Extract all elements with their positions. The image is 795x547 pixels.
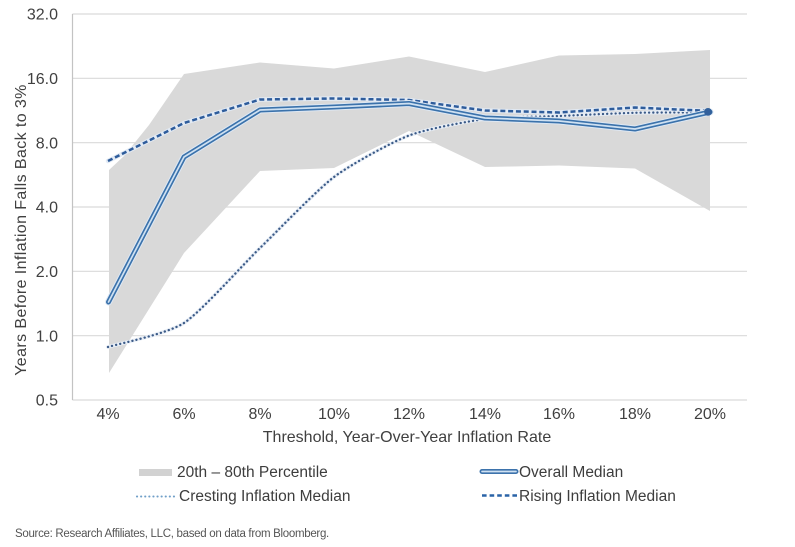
svg-text:8%: 8% xyxy=(248,406,271,423)
svg-text:4.0: 4.0 xyxy=(36,200,58,217)
svg-text:10%: 10% xyxy=(318,406,350,423)
svg-text:20%: 20% xyxy=(694,406,726,423)
svg-text:Years Before Inflation Falls: Years Before Inflation Falls Back to 3% xyxy=(13,84,30,376)
svg-text:14%: 14% xyxy=(469,406,501,423)
svg-text:Overall Median: Overall Median xyxy=(519,464,623,481)
svg-text:16%: 16% xyxy=(543,406,575,423)
svg-text:Source: Research Affiliates, L: Source: Research Affiliates, LLC, based … xyxy=(15,528,329,540)
svg-text:2.0: 2.0 xyxy=(36,264,58,281)
svg-text:6%: 6% xyxy=(172,406,195,423)
svg-text:12%: 12% xyxy=(393,406,425,423)
svg-text:Cresting Inflation Median: Cresting Inflation Median xyxy=(179,488,350,505)
svg-text:8.0: 8.0 xyxy=(36,135,58,152)
svg-text:4%: 4% xyxy=(96,406,119,423)
svg-text:Threshold, Year-Over-Year In: Threshold, Year-Over-Year Inflation Rate xyxy=(263,429,552,446)
svg-text:1.0: 1.0 xyxy=(36,328,58,345)
svg-text:0.5: 0.5 xyxy=(36,393,58,410)
svg-text:16.0: 16.0 xyxy=(27,71,58,88)
svg-text:20th – 80th Percentile: 20th – 80th Percentile xyxy=(177,464,328,481)
svg-text:32.0: 32.0 xyxy=(27,7,58,24)
svg-text:Rising Inflation Median: Rising Inflation Median xyxy=(519,488,676,505)
svg-text:18%: 18% xyxy=(619,406,651,423)
